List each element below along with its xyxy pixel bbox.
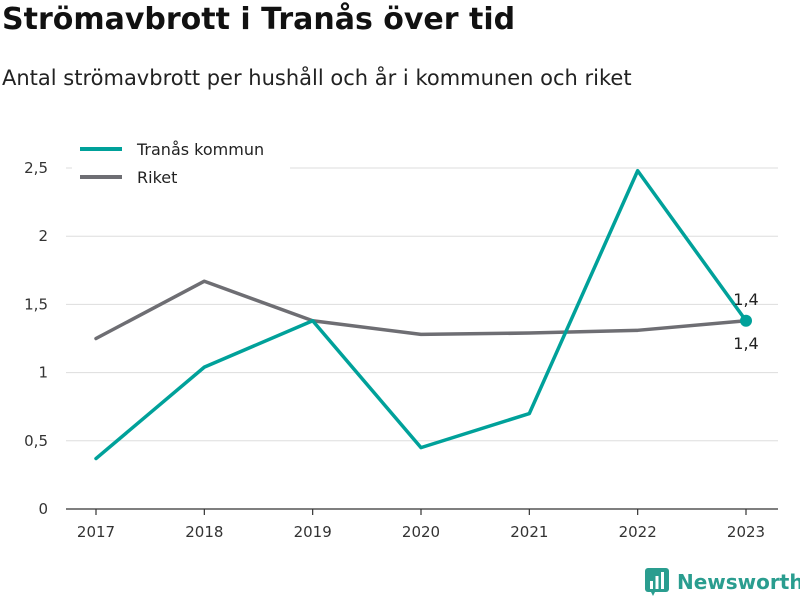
x-tick-label: 2021 xyxy=(510,523,548,541)
x-tick-label: 2018 xyxy=(185,523,223,541)
data-label: 1,4 xyxy=(733,334,758,353)
newsworthy-brand[interactable]: Newsworthy xyxy=(645,568,800,596)
chart-subtitle: Antal strömavbrott per hushåll och år i … xyxy=(2,66,632,90)
y-tick-label: 2 xyxy=(38,227,48,245)
brand-name: Newsworthy xyxy=(677,570,800,594)
y-tick-label: 1,5 xyxy=(24,295,48,313)
y-tick-label: 0 xyxy=(38,500,48,518)
legend-label: Riket xyxy=(137,168,177,187)
y-tick-label: 1 xyxy=(38,364,48,382)
series-end-marker xyxy=(740,314,752,327)
y-tick-label: 2,5 xyxy=(24,159,48,177)
x-tick-label: 2019 xyxy=(294,523,332,541)
bar-chart-logo-icon xyxy=(645,568,669,596)
x-tick-label: 2023 xyxy=(727,523,765,541)
x-tick-label: 2020 xyxy=(402,523,440,541)
y-tick-label: 0,5 xyxy=(24,432,48,450)
data-label: 1,4 xyxy=(733,290,758,309)
series-line-tranås-kommun xyxy=(94,168,748,461)
x-tick-label: 2022 xyxy=(619,523,657,541)
x-tick-label: 2017 xyxy=(77,523,115,541)
legend-label: Tranås kommun xyxy=(136,140,264,159)
series-line-riket xyxy=(94,279,748,341)
legend-box xyxy=(72,132,290,196)
chart-title: Strömavbrott i Tranås över tid xyxy=(2,2,516,37)
